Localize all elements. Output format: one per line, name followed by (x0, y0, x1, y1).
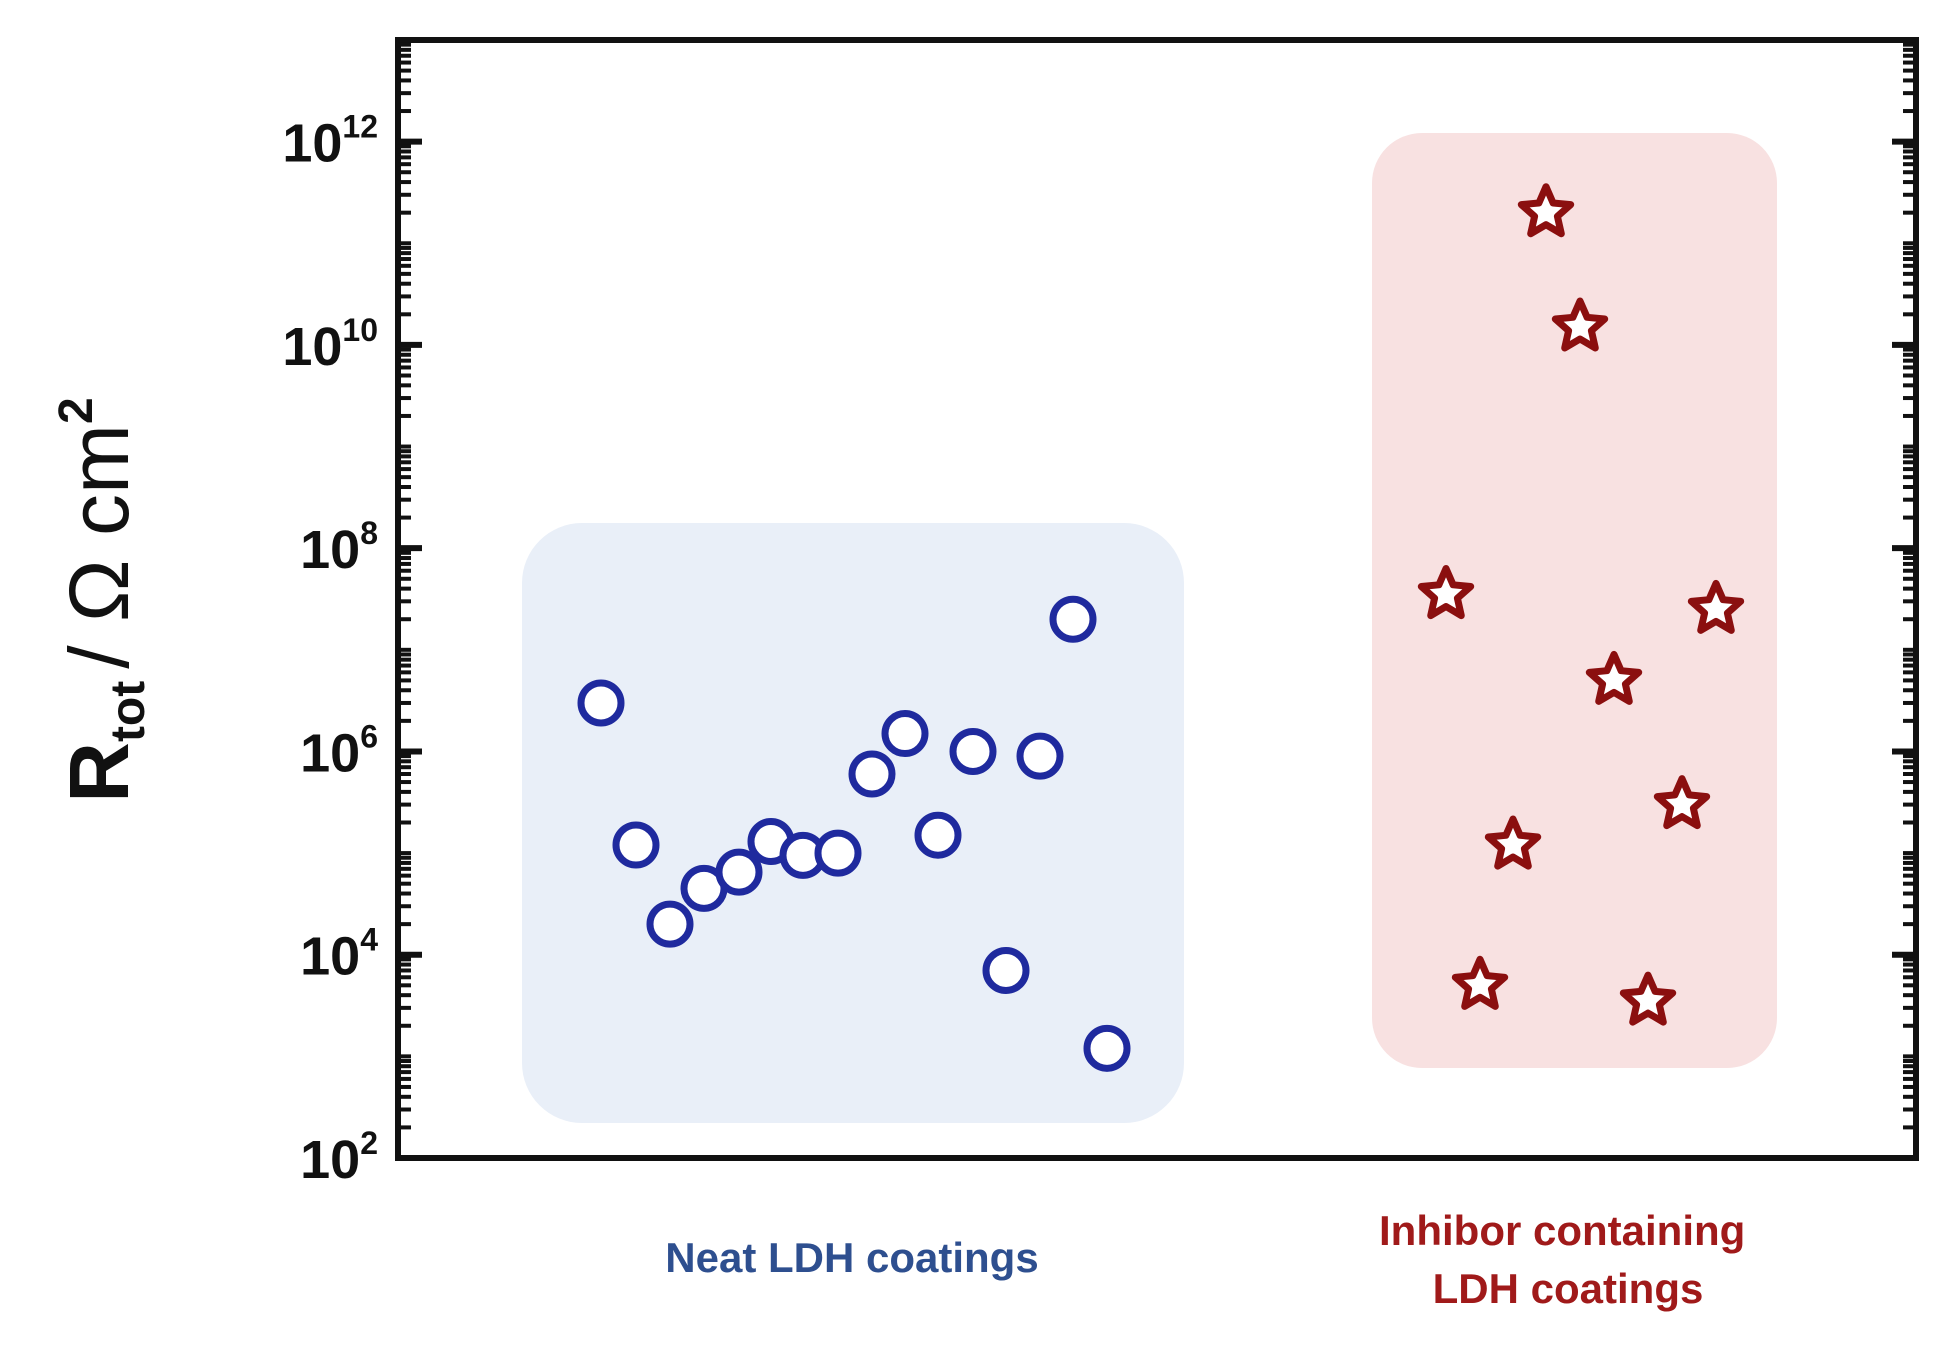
y-tick-label: 102 (300, 1125, 378, 1190)
neat-ldh-label: Neat LDH coatings (665, 1234, 1038, 1281)
inhibitor-ldh-point (1687, 579, 1745, 634)
inhibitor-ldh-point (1619, 971, 1677, 1026)
inhibitor-ldh-region (1372, 133, 1777, 1068)
inhibitor-ldh-label: Inhibor containing LDH coatings (1379, 1207, 1757, 1312)
y-axis-tick-labels: 102 104 106 108 1010 1012 (282, 109, 378, 1190)
neat-ldh-point (612, 821, 660, 869)
neat-ldh-point (646, 900, 694, 948)
plot-frame (395, 37, 1919, 1161)
neat-ldh-point (949, 727, 997, 775)
inhibitor-ldh-point (1551, 297, 1609, 352)
neat-ldh-point (881, 710, 929, 758)
y-tick-label: 106 (300, 718, 378, 783)
y-axis-title-main: R (52, 742, 146, 803)
inhibitor-ldh-point (1417, 565, 1475, 620)
y-axis-ticks (398, 42, 1916, 1161)
y-axis-title-unit: / Ω cm (52, 424, 146, 669)
inhibitor-ldh-point (1484, 815, 1542, 870)
y-tick-label: 104 (300, 922, 378, 987)
inhibitor-ldh-point (1451, 955, 1509, 1010)
neat-ldh-point (848, 750, 896, 798)
neat-ldh-point (1016, 732, 1064, 780)
y-tick-label: 108 (300, 515, 378, 580)
y-tick-label: 1012 (282, 109, 378, 174)
data-points (577, 183, 1745, 1072)
inhibitor-ldh-point (1653, 775, 1711, 830)
neat-ldh-point (814, 829, 862, 877)
neat-ldh-point (1083, 1024, 1131, 1072)
y-tick-label: 1010 (282, 312, 378, 377)
neat-ldh-point (715, 848, 763, 896)
y-axis-title: Rtot / Ω cm2 (50, 397, 155, 802)
y-axis-title-subscript: tot (102, 681, 155, 742)
neat-ldh-point (577, 679, 625, 727)
inhibitor-ldh-point (1585, 650, 1643, 705)
neat-ldh-point (982, 946, 1030, 994)
inhibitor-ldh-point (1517, 183, 1575, 238)
neat-ldh-point (914, 811, 962, 859)
y-axis-title-superscript: 2 (50, 397, 103, 424)
neat-ldh-point (1049, 595, 1097, 643)
